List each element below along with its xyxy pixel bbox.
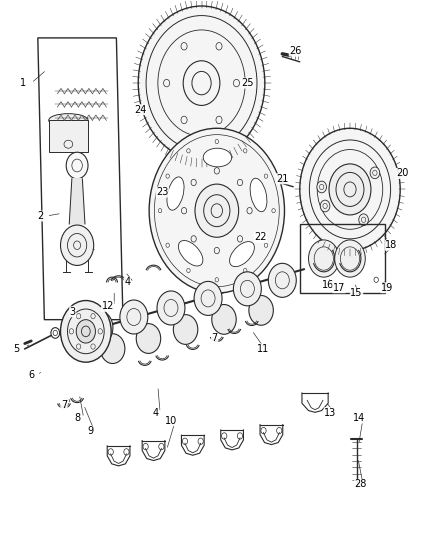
Circle shape xyxy=(212,304,236,334)
Circle shape xyxy=(268,263,296,297)
Text: 1: 1 xyxy=(19,78,25,88)
Text: 7: 7 xyxy=(61,400,67,410)
Text: 6: 6 xyxy=(28,370,34,381)
Text: 15: 15 xyxy=(350,288,363,298)
Text: 21: 21 xyxy=(276,174,289,184)
Text: 19: 19 xyxy=(381,283,393,293)
Circle shape xyxy=(194,281,222,316)
Text: 28: 28 xyxy=(355,480,367,489)
Text: 14: 14 xyxy=(353,413,365,423)
Circle shape xyxy=(320,200,330,212)
Circle shape xyxy=(138,6,265,160)
Text: 12: 12 xyxy=(102,301,114,311)
Circle shape xyxy=(60,301,111,362)
Circle shape xyxy=(370,167,380,179)
Text: 25: 25 xyxy=(241,78,254,88)
Circle shape xyxy=(359,214,368,225)
Text: 22: 22 xyxy=(254,232,267,243)
Circle shape xyxy=(308,240,339,277)
Text: 4: 4 xyxy=(124,278,131,287)
Text: 23: 23 xyxy=(156,187,169,197)
Circle shape xyxy=(317,181,326,193)
Circle shape xyxy=(85,311,113,345)
Text: 24: 24 xyxy=(134,104,147,115)
Ellipse shape xyxy=(178,240,203,266)
Polygon shape xyxy=(69,179,85,224)
Circle shape xyxy=(136,324,161,353)
Text: 13: 13 xyxy=(324,408,336,418)
Ellipse shape xyxy=(167,177,184,210)
Circle shape xyxy=(149,128,285,293)
Circle shape xyxy=(76,320,95,343)
Text: 10: 10 xyxy=(165,416,177,426)
Ellipse shape xyxy=(230,241,254,266)
Circle shape xyxy=(329,164,371,215)
Text: 3: 3 xyxy=(70,306,76,317)
Text: 16: 16 xyxy=(322,280,334,290)
Bar xyxy=(300,224,385,293)
Circle shape xyxy=(300,128,400,251)
Text: 9: 9 xyxy=(87,426,93,437)
Circle shape xyxy=(66,152,88,179)
Text: 17: 17 xyxy=(333,283,345,293)
Text: 4: 4 xyxy=(152,408,159,418)
Circle shape xyxy=(195,184,239,237)
Text: 7: 7 xyxy=(212,333,218,343)
Circle shape xyxy=(233,272,261,306)
Text: 11: 11 xyxy=(257,344,269,354)
Text: 5: 5 xyxy=(13,344,19,354)
Ellipse shape xyxy=(250,178,267,212)
Bar xyxy=(49,120,88,152)
Ellipse shape xyxy=(49,114,88,127)
Text: 8: 8 xyxy=(74,413,80,423)
Text: 26: 26 xyxy=(289,46,302,56)
Circle shape xyxy=(100,334,125,364)
Text: 20: 20 xyxy=(396,168,409,179)
Circle shape xyxy=(173,314,198,344)
Text: 2: 2 xyxy=(37,211,43,221)
Circle shape xyxy=(249,295,273,325)
Ellipse shape xyxy=(203,148,232,167)
Text: 18: 18 xyxy=(385,240,398,250)
Circle shape xyxy=(335,240,365,277)
Circle shape xyxy=(157,291,185,325)
Circle shape xyxy=(120,300,148,334)
Circle shape xyxy=(60,225,94,265)
